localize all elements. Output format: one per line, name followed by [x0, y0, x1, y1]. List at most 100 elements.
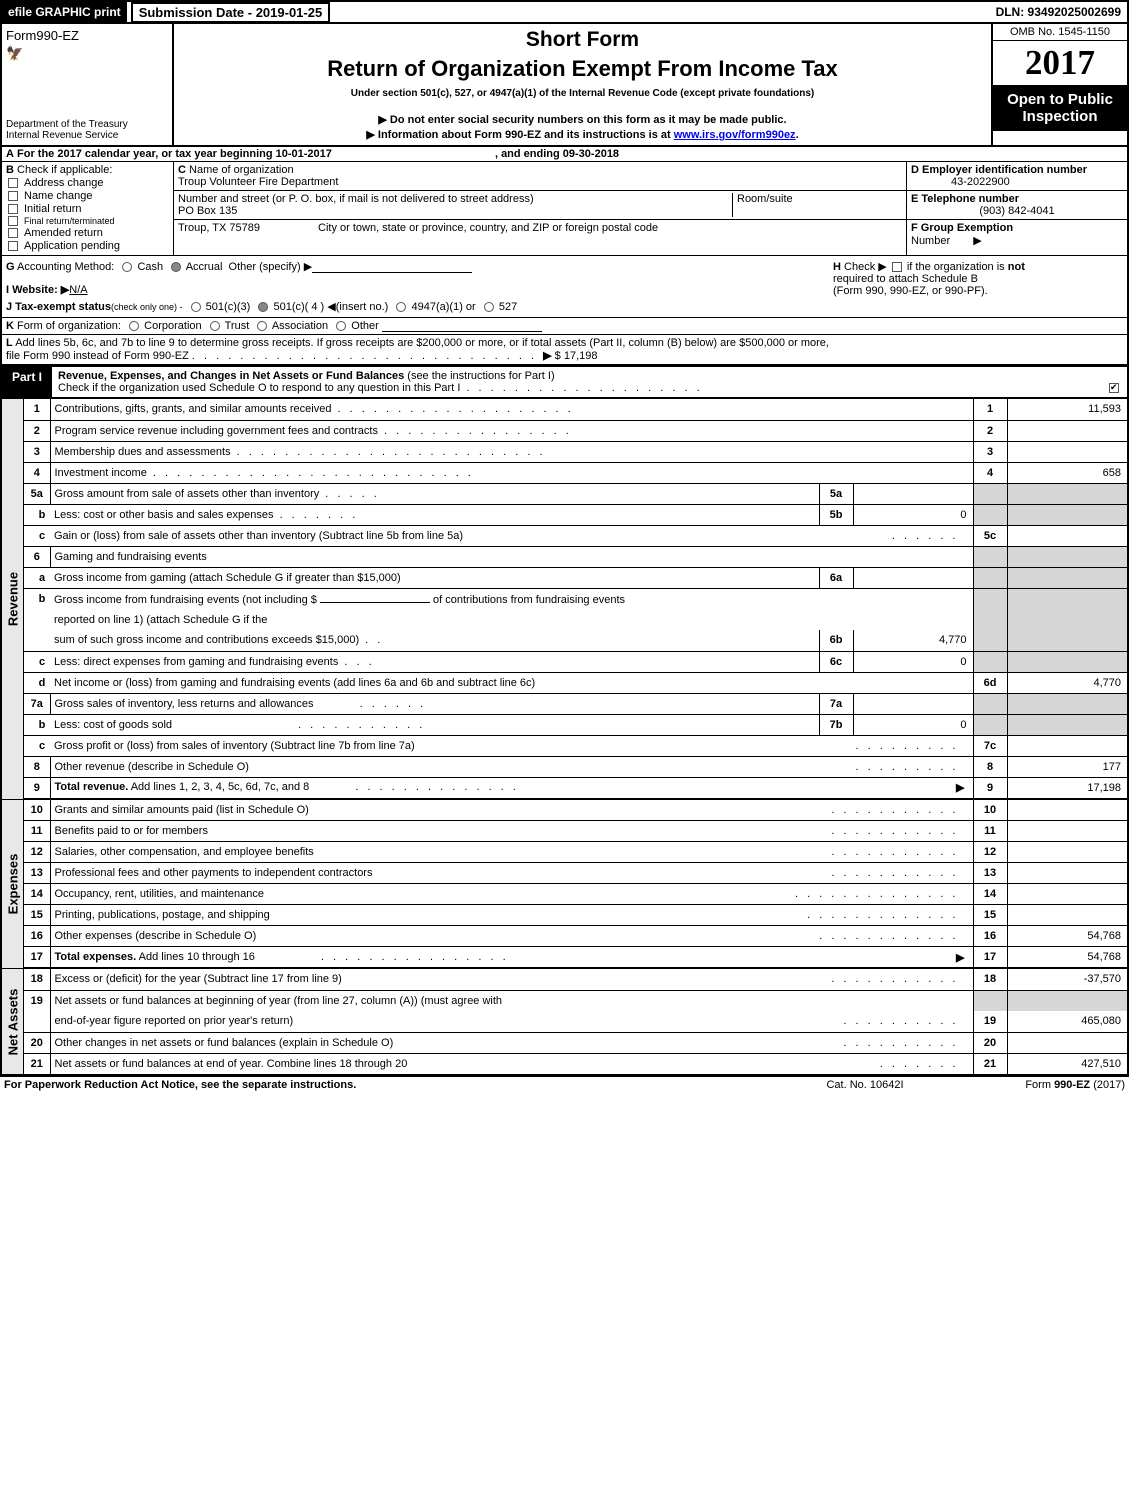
cb-name-change[interactable]: Name change — [6, 190, 169, 202]
shade — [973, 651, 1007, 672]
line-5c: c Gain or (loss) from sale of assets oth… — [24, 525, 1127, 546]
cb-final-return[interactable]: Final return/terminated — [6, 216, 169, 226]
form-header: Form990-EZ 🦅 Department of the Treasury … — [0, 24, 1129, 147]
line-rlabel: 13 — [973, 863, 1007, 884]
line-mvalue: 0 — [853, 714, 973, 735]
cb-application-pending[interactable]: Application pending — [6, 240, 169, 252]
i-label: I Website: ▶ — [6, 284, 69, 296]
shade — [1007, 609, 1127, 630]
cb-initial-return[interactable]: Initial return — [6, 203, 169, 215]
line-num: 9 — [24, 777, 50, 798]
line-num: 1 — [24, 399, 50, 420]
radio-501c4[interactable] — [258, 302, 268, 312]
blank — [24, 630, 50, 651]
line-rvalue: 11,593 — [1007, 399, 1127, 420]
line-desc: reported on line 1) (attach Schedule G i… — [50, 609, 973, 630]
cb-label: Amended return — [24, 227, 103, 239]
h-checkbox[interactable] — [892, 262, 902, 272]
e-label: E Telephone number — [911, 193, 1123, 205]
j-2: 501(c)( 4 ) ◀(insert no.) — [273, 301, 388, 313]
shade — [973, 588, 1007, 609]
shade — [973, 504, 1007, 525]
i-value: N/A — [69, 284, 87, 296]
line-17: 17 Total expenses. Add lines 10 through … — [24, 947, 1127, 968]
fundraising-amount-blank[interactable] — [320, 592, 430, 603]
line-rlabel: 2 — [973, 420, 1007, 441]
cb-amended-return[interactable]: Amended return — [6, 227, 169, 239]
a-text-mid: , and ending 09-30-2018 — [495, 148, 619, 160]
line-num: 16 — [24, 926, 50, 947]
line-desc: Professional fees and other payments to … — [50, 863, 973, 884]
line-mlabel: 6b — [819, 630, 853, 651]
org-name-value: Troup Volunteer Fire Department — [178, 176, 902, 188]
j-1: 501(c)(3) — [206, 301, 251, 313]
line-desc: Total revenue. Add lines 1, 2, 3, 4, 5c,… — [50, 777, 973, 798]
dots: . . . . . . . — [880, 1058, 959, 1070]
line-desc: Salaries, other compensation, and employ… — [50, 842, 973, 863]
line-desc: Net assets or fund balances at beginning… — [50, 990, 973, 1011]
dots: . . . — [338, 656, 374, 668]
radio-501c3[interactable] — [191, 302, 201, 312]
cb-address-change[interactable]: Address change — [6, 177, 169, 189]
line-desc: Gross sales of inventory, less returns a… — [50, 693, 819, 714]
radio-accrual[interactable] — [171, 262, 181, 272]
line-mlabel: 7a — [819, 693, 853, 714]
line-rvalue: -37,570 — [1007, 969, 1127, 990]
form990ez-link[interactable]: www.irs.gov/form990ez — [674, 129, 796, 141]
radio-corporation[interactable] — [129, 321, 139, 331]
line-rvalue: 17,198 — [1007, 777, 1127, 798]
l-arrow-icon: ▶ — [543, 350, 551, 362]
k-1: Corporation — [144, 320, 201, 332]
shade — [973, 714, 1007, 735]
cell-city: Troup, TX 75789 City or town, state or p… — [174, 220, 906, 236]
g-accrual: Accrual — [186, 261, 223, 273]
header-left: Form990-EZ 🦅 Department of the Treasury … — [2, 24, 174, 145]
dots: . . . . . . . . . . . . . . — [349, 781, 519, 793]
radio-4947[interactable] — [396, 302, 406, 312]
row-k: K Form of organization: Corporation Trus… — [0, 318, 1129, 335]
dots: . . . . . . . . . . . . . . . . . . . . — [331, 403, 573, 415]
checkbox-icon — [8, 191, 18, 201]
shade — [1007, 990, 1127, 1011]
radio-527[interactable] — [484, 302, 494, 312]
line-rvalue: 177 — [1007, 756, 1127, 777]
dots: . . . . . . . . . . . . . . . . . . . . … — [147, 467, 474, 479]
part1-schedule-o-checkbox[interactable] — [1109, 383, 1119, 393]
radio-association[interactable] — [257, 321, 267, 331]
radio-cash[interactable] — [122, 262, 132, 272]
revenue-sidebar: Revenue — [2, 399, 24, 799]
expenses-sidebar-label: Expenses — [5, 853, 20, 914]
checkbox-icon — [8, 228, 18, 238]
dots: . . . . . . . . . . — [843, 1037, 958, 1049]
form-990ez-text: 990-EZ — [36, 28, 79, 43]
part1-subline: Check if the organization used Schedule … — [58, 382, 460, 394]
desc-text: Less: direct expenses from gaming and fu… — [54, 656, 338, 668]
radio-trust[interactable] — [210, 321, 220, 331]
line-num: 15 — [24, 905, 50, 926]
dots: . . . . . . — [354, 698, 427, 710]
shade — [1007, 693, 1127, 714]
line-12: 12 Salaries, other compensation, and emp… — [24, 842, 1127, 863]
l-text2: file Form 990 instead of Form 990-EZ — [6, 350, 189, 362]
cb-label: Initial return — [24, 203, 81, 215]
shade — [973, 990, 1007, 1011]
line-rlabel: 5c — [973, 525, 1007, 546]
line-8: 8 Other revenue (describe in Schedule O)… — [24, 756, 1127, 777]
shade — [1007, 504, 1127, 525]
netassets-table: 18 Excess or (deficit) for the year (Sub… — [24, 969, 1127, 1074]
netassets-sidebar: Net Assets — [2, 969, 24, 1074]
line-num: 19 — [24, 990, 50, 1011]
g-label: G — [6, 261, 15, 273]
b-header: B Check if applicable: — [6, 164, 169, 176]
line-rvalue — [1007, 842, 1127, 863]
desc-text: Salaries, other compensation, and employ… — [55, 846, 314, 858]
radio-other-org[interactable] — [336, 321, 346, 331]
g-other-blank[interactable] — [312, 261, 472, 273]
desc-text: end-of-year figure reported on prior yea… — [55, 1015, 294, 1027]
line-num: 14 — [24, 884, 50, 905]
h-text4: (Form 990, 990-EZ, or 990-PF). — [833, 285, 988, 297]
line-mvalue: 0 — [853, 504, 973, 525]
k-other-blank[interactable] — [382, 320, 542, 332]
line-rlabel: 19 — [973, 1011, 1007, 1032]
j-3: 4947(a)(1) or — [412, 301, 476, 313]
